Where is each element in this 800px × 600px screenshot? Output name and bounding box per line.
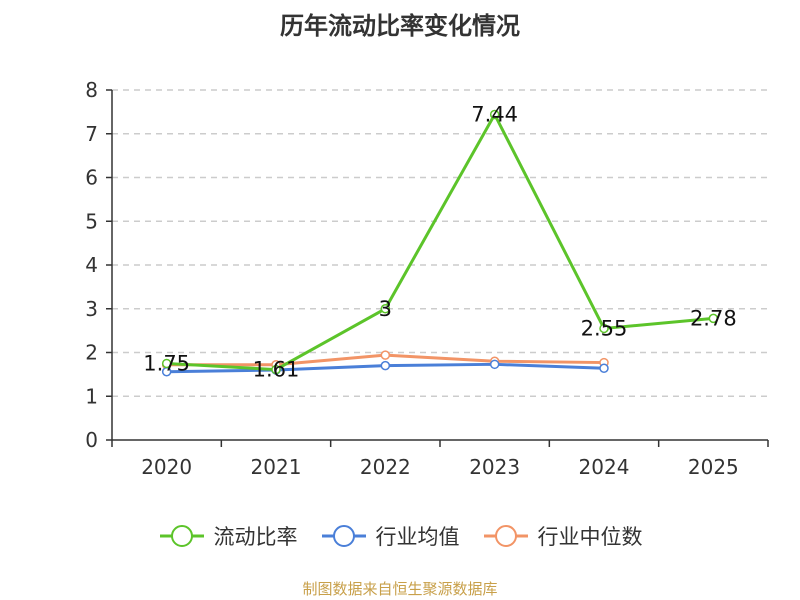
x-tick-label: 2021 bbox=[251, 455, 302, 479]
data-label: 3 bbox=[379, 297, 392, 321]
y-tick-label: 0 bbox=[85, 428, 98, 452]
x-tick-label: 2024 bbox=[579, 455, 630, 479]
legend-swatch bbox=[159, 525, 204, 547]
data-labels: 1.75 1.61 3 7.44 2.55 2.78 bbox=[143, 103, 736, 382]
legend-item[interactable]: 行业中位数 bbox=[482, 521, 643, 551]
data-point bbox=[380, 360, 391, 371]
x-tick-label: 2023 bbox=[469, 455, 520, 479]
data-point bbox=[489, 109, 500, 120]
data-label: 2.55 bbox=[581, 316, 628, 340]
data-point bbox=[161, 358, 172, 369]
legend-item[interactable]: 行业均值 bbox=[320, 521, 460, 551]
legend-label: 行业均值 bbox=[375, 525, 460, 549]
y-tick-label: 6 bbox=[85, 166, 98, 190]
y-tick-label: 5 bbox=[85, 209, 98, 233]
chart-title: 历年流动比率变化情况 bbox=[280, 12, 520, 40]
legend-swatch-marker bbox=[170, 525, 193, 547]
data-point bbox=[380, 350, 391, 360]
series-line bbox=[166, 113, 714, 372]
legend-swatch-marker bbox=[494, 525, 517, 547]
x-tick-label: 2025 bbox=[688, 455, 739, 479]
legend-swatch-marker bbox=[332, 525, 355, 547]
data-label: 1.75 bbox=[143, 351, 190, 375]
data-point bbox=[599, 363, 609, 373]
data-point bbox=[380, 304, 391, 314]
data-label: 7.44 bbox=[471, 103, 518, 127]
legend-label: 流动比率 bbox=[213, 525, 298, 549]
x-tick-label: 2020 bbox=[141, 455, 192, 479]
data-label: 1.61 bbox=[253, 358, 300, 382]
y-tick-label: 1 bbox=[85, 384, 98, 408]
data-point bbox=[599, 323, 609, 334]
y-tick-label: 3 bbox=[85, 297, 98, 321]
y-tick-label: 2 bbox=[85, 341, 98, 365]
x-tick-label: 2022 bbox=[360, 455, 411, 479]
series-lines bbox=[161, 109, 719, 377]
legend-item[interactable]: 流动比率 bbox=[158, 521, 298, 551]
axes: 0 1 2 3 4 5 6 7 8 2020 2021 2022 2023 2024 2025 bbox=[85, 78, 769, 479]
y-tick-label: 8 bbox=[85, 78, 98, 102]
source-note: 制图数据来自恒生聚源数据库 bbox=[302, 580, 498, 598]
y-tick-label: 4 bbox=[85, 253, 98, 277]
data-point bbox=[271, 364, 281, 375]
grid-lines bbox=[112, 89, 768, 397]
legend: 流动比率 行业均值 行业中位数 bbox=[0, 520, 800, 552]
data-point bbox=[489, 359, 500, 370]
legend-swatch bbox=[321, 525, 366, 547]
data-label: 2.78 bbox=[690, 306, 737, 330]
data-point bbox=[708, 313, 719, 324]
y-tick-label: 7 bbox=[85, 122, 98, 146]
legend-label: 行业中位数 bbox=[537, 525, 643, 549]
legend-swatch bbox=[483, 525, 528, 547]
